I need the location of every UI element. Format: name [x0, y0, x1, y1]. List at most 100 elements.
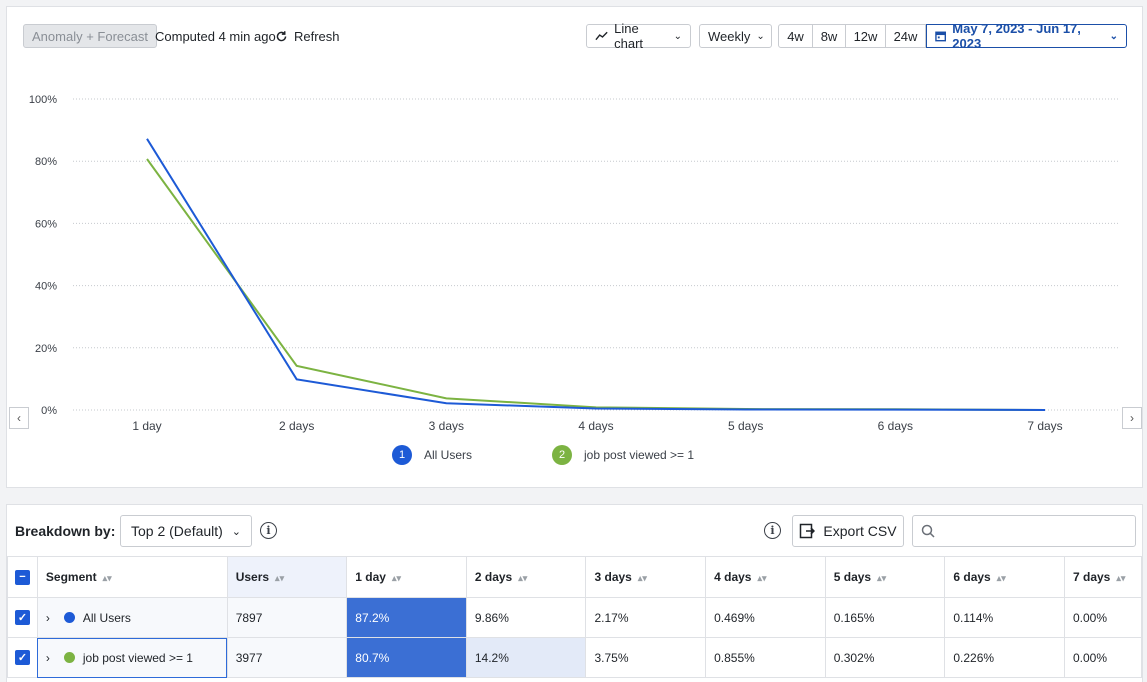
x-tick-label: 2 days — [279, 419, 314, 433]
date-range-picker[interactable]: May 7, 2023 - Jun 17, 2023 ⌄ — [926, 21, 1127, 51]
info-icon[interactable]: i — [764, 522, 781, 539]
sort-icon: ▴▾ — [102, 573, 112, 583]
segment-name: job post viewed >= 1 — [82, 650, 193, 665]
retention-cell[interactable]: 0.00% — [1063, 637, 1143, 678]
row-checkbox[interactable]: ✓ — [14, 650, 30, 666]
series-color-dot — [63, 612, 75, 623]
column-header-day-2[interactable]: 2 days ▴▾ — [465, 556, 587, 598]
segment-cell: › All Users — [36, 597, 228, 638]
y-tick-label: 100% — [29, 94, 57, 106]
legend-number-badge: 2 — [552, 445, 572, 465]
sort-icon: ▴▾ — [637, 573, 647, 583]
column-header-label: Users — [235, 570, 270, 584]
sort-icon: ▴▾ — [275, 573, 285, 583]
interval-label: Weekly — [708, 28, 751, 44]
users-cell: 3977 — [226, 637, 348, 678]
column-header-day-1[interactable]: 1 day ▴▾ — [346, 556, 467, 598]
y-tick-label: 20% — [35, 343, 57, 355]
table-row: ✓ › All Users 7897 87.2% 9.86% 2.17% 0.46… — [7, 597, 1143, 638]
column-header-label: 4 days — [714, 570, 752, 584]
chevron-down-icon: ⌄ — [1109, 30, 1118, 42]
column-header-day-6[interactable]: 6 days ▴▾ — [944, 556, 1065, 598]
x-tick-label: 5 days — [728, 419, 763, 433]
chevron-down-icon: ⌄ — [231, 525, 241, 538]
scroll-right-button[interactable]: › — [1122, 407, 1142, 429]
range-24w[interactable]: 24w — [886, 24, 926, 48]
x-tick-label: 3 days — [429, 419, 464, 433]
calendar-icon — [935, 31, 947, 42]
refresh-button[interactable]: Refresh — [275, 24, 340, 48]
anomaly-forecast-button[interactable]: Anomaly + Forecast — [23, 24, 157, 48]
info-icon[interactable]: i — [260, 522, 277, 539]
scroll-left-button[interactable]: ‹ — [9, 407, 29, 429]
column-header-users[interactable]: Users ▴▾ — [226, 556, 348, 598]
retention-cell[interactable]: 0.114% — [944, 597, 1065, 638]
search-field[interactable] — [912, 515, 1136, 547]
search-input[interactable] — [943, 523, 1127, 539]
column-header-day-3[interactable]: 3 days ▴▾ — [585, 556, 707, 598]
interval-dropdown[interactable]: Weekly ⌄ — [699, 24, 772, 48]
chevron-right-icon[interactable]: › — [45, 610, 50, 625]
range-selector: 4w 8w 12w 24w May 7, 2023 - Jun 17, 2023… — [778, 21, 1127, 51]
legend-number-badge: 1 — [392, 445, 412, 465]
select-all-checkbox[interactable]: − — [14, 569, 30, 585]
export-csv-label: Export CSV — [823, 523, 897, 539]
column-header-day-5[interactable]: 5 days ▴▾ — [824, 556, 946, 598]
column-header-label: 6 days — [953, 570, 991, 584]
sort-icon: ▴▾ — [518, 573, 528, 583]
range-12w[interactable]: 12w — [846, 24, 886, 48]
column-header-day-4[interactable]: 4 days ▴▾ — [705, 556, 826, 598]
retention-cell[interactable]: 0.302% — [824, 637, 946, 678]
retention-cell[interactable]: 9.86% — [465, 597, 587, 638]
breakdown-select[interactable]: Top 2 (Default) ⌄ — [120, 515, 252, 547]
anomaly-forecast-label: Anomaly + Forecast — [32, 28, 148, 44]
sort-icon: ▴▾ — [996, 573, 1006, 583]
retention-line-chart: 100% 80% 60% 40% 20% 0% 1 day 2 days 3 days 4 da… — [29, 94, 1120, 433]
select-all-cell: − — [7, 556, 38, 598]
column-header-label: 7 days — [1072, 570, 1111, 584]
export-icon — [800, 523, 816, 539]
y-tick-label: 40% — [35, 281, 57, 293]
series-line-all-users[interactable] — [146, 138, 1046, 411]
export-csv-button[interactable]: Export CSV — [792, 515, 904, 547]
chevron-left-icon: ‹ — [17, 411, 21, 425]
refresh-icon — [276, 30, 287, 41]
series-line-job-post-viewed[interactable] — [146, 158, 1046, 411]
retention-cell[interactable]: 0.226% — [944, 637, 1065, 678]
chevron-down-icon: ⌄ — [756, 30, 765, 42]
chart-panel: Anomaly + Forecast Computed 4 min ago Re… — [6, 6, 1143, 488]
refresh-label: Refresh — [294, 28, 340, 44]
legend-label: job post viewed >= 1 — [584, 448, 695, 462]
row-checkbox[interactable]: ✓ — [14, 610, 30, 626]
breakdown-toolbar: Breakdown by: Top 2 (Default) ⌄ i i Expo… — [15, 515, 1136, 547]
x-tick-label: 6 days — [878, 419, 913, 433]
x-tick-label: 1 day — [132, 419, 161, 433]
range-4w[interactable]: 4w — [778, 24, 813, 48]
breakdown-panel: Breakdown by: Top 2 (Default) ⌄ i i Expo… — [6, 504, 1143, 682]
retention-cell[interactable]: 2.17% — [585, 597, 707, 638]
column-header-label: Segment — [45, 570, 97, 584]
column-header-day-7[interactable]: 7 days ▴▾ — [1063, 556, 1143, 598]
chart-type-label: Line chart — [614, 21, 644, 51]
line-chart-icon — [595, 31, 608, 41]
retention-cell[interactable]: 0.165% — [824, 597, 946, 638]
retention-cell[interactable]: 3.75% — [585, 637, 707, 678]
retention-cell[interactable]: 80.7% — [346, 637, 467, 678]
retention-cell[interactable]: 14.2% — [465, 637, 587, 678]
range-8w[interactable]: 8w — [813, 24, 846, 48]
retention-cell[interactable]: 0.469% — [705, 597, 826, 638]
y-tick-label: 80% — [35, 156, 57, 168]
retention-cell[interactable]: 0.00% — [1063, 597, 1143, 638]
legend-item-all-users[interactable]: 1 All Users — [392, 445, 472, 465]
chart-type-dropdown[interactable]: Line chart ⌄ — [586, 21, 691, 51]
row-checkbox-cell: ✓ — [7, 597, 38, 638]
legend-item-job-post[interactable]: 2 job post viewed >= 1 — [552, 445, 694, 465]
sort-icon: ▴▾ — [877, 573, 887, 583]
breakdown-select-value: Top 2 (Default) — [131, 523, 223, 539]
retention-cell[interactable]: 87.2% — [346, 597, 467, 638]
column-header-segment[interactable]: Segment ▴▾ — [36, 556, 228, 598]
column-header-label: 2 days — [474, 570, 513, 584]
chevron-right-icon[interactable]: › — [45, 650, 50, 665]
retention-cell[interactable]: 0.855% — [705, 637, 826, 678]
table-header-row: − Segment ▴▾ Users ▴▾ 1 day ▴▾ 2 days ▴▾ 3 d… — [7, 556, 1143, 598]
